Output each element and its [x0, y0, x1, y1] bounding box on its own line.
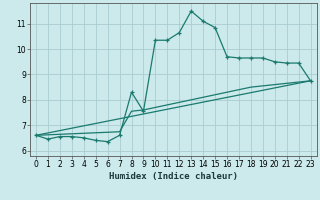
X-axis label: Humidex (Indice chaleur): Humidex (Indice chaleur): [109, 172, 238, 181]
